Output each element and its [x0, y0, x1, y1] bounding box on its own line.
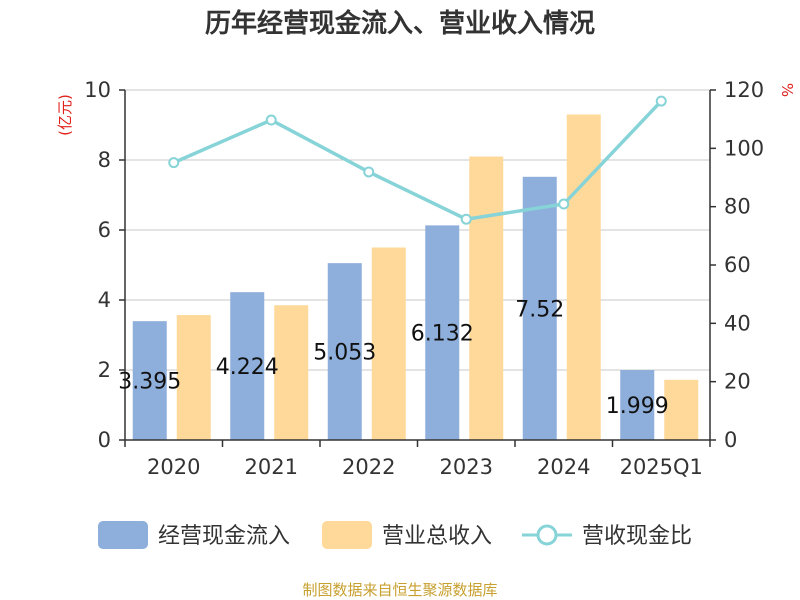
cash-inflow-bar [522, 176, 557, 441]
x-tick-label: 2022 [342, 455, 395, 479]
source-note: 制图数据来自恒生聚源数据库 [302, 581, 497, 599]
right-tick-label: 20 [724, 370, 751, 394]
legend-label-revenue: 营业总收入 [382, 524, 492, 549]
legend-label-ratio: 营收现金比 [582, 524, 692, 549]
cash-inflow-bar [425, 225, 460, 440]
revenue-bar [664, 379, 699, 440]
x-tick-label: 2023 [440, 455, 493, 479]
cash-inflow-bar-label: 1.999 [606, 394, 669, 419]
left-axis-unit: (亿元) [56, 94, 74, 136]
legend-label-cash-inflow: 经营现金流入 [158, 524, 290, 549]
right-tick-label: 80 [724, 195, 751, 219]
left-tick-label: 2 [98, 358, 111, 382]
cash-inflow-bar-label: 3.395 [118, 370, 181, 395]
right-tick-label: 120 [724, 78, 764, 102]
revenue-bar [176, 315, 211, 440]
ratio-point [265, 114, 277, 126]
cash-inflow-bar [132, 321, 167, 440]
ratio-series-line [173, 99, 663, 222]
cash-inflow-bar-label: 5.053 [313, 341, 376, 366]
right-tick-label: 40 [724, 311, 751, 335]
ratio-point [363, 166, 375, 178]
legend-swatch-revenue [322, 521, 372, 549]
left-tick-label: 4 [98, 288, 111, 312]
cash-inflow-bar [620, 370, 655, 440]
x-tick-label: 2021 [245, 455, 298, 479]
ratio-point [168, 157, 180, 169]
right-axis-unit: % [778, 83, 796, 97]
revenue-bar [274, 305, 309, 440]
chart-title: 历年经营现金流入、营业收入情况 [205, 8, 595, 39]
right-tick-label: 100 [724, 136, 764, 160]
cash-inflow-bar [230, 292, 265, 440]
legend: 经营现金流入 营业总收入 营收现金比 [98, 521, 692, 549]
right-tick-label: 0 [724, 428, 737, 452]
revenue-bar [371, 247, 406, 440]
legend-marker-ratio [536, 524, 558, 546]
cash-inflow-bar-label: 6.132 [411, 322, 474, 347]
left-tick-label: 0 [98, 428, 111, 452]
left-tick-label: 8 [98, 148, 111, 172]
cash-inflow-bar-label: 7.52 [515, 297, 564, 322]
legend-swatch-cash-inflow [98, 521, 148, 549]
revenue-bar [469, 156, 504, 440]
bars [132, 114, 699, 441]
left-tick-label: 10 [84, 78, 111, 102]
ratio-point [655, 95, 667, 107]
cash-inflow-bar-label: 4.224 [216, 355, 279, 380]
left-tick-label: 6 [98, 218, 111, 242]
ratio-point [558, 198, 570, 210]
right-tick-label: 60 [724, 253, 751, 277]
x-tick-label: 2024 [537, 455, 590, 479]
cash-inflow-bar [327, 263, 362, 440]
bar-labels: 3.395 4.224 5.053 6.132 7.52 1.999 [118, 297, 668, 419]
x-tick-label: 2025Q1 [620, 455, 703, 479]
ratio-point [460, 213, 472, 225]
x-tick-label: 2020 [147, 455, 200, 479]
ratio-line [168, 95, 667, 225]
revenue-bar [566, 114, 601, 440]
